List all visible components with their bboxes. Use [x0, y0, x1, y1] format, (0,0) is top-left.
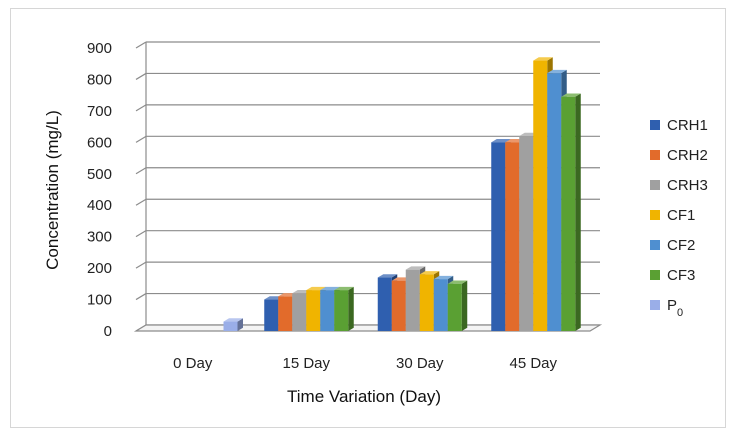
y-tick-label: 0	[104, 323, 112, 340]
legend-swatch	[650, 240, 660, 250]
bar-group	[491, 57, 581, 332]
bar	[561, 96, 576, 331]
bar	[491, 142, 506, 331]
gridline-depth	[135, 72, 147, 80]
legend-swatch	[650, 150, 660, 160]
bar-side	[237, 318, 243, 331]
x-tick-label: 0 Day	[173, 355, 213, 372]
x-tick-labels: 0 Day 15 Day 30 Day 45 Day	[173, 355, 557, 372]
bar-side	[461, 280, 468, 331]
legend-label: CF2	[667, 237, 695, 254]
y-tick-label: 800	[87, 71, 112, 88]
bar	[433, 279, 448, 331]
bar-top	[433, 275, 454, 280]
bar	[447, 283, 462, 331]
gridline-depth	[135, 167, 147, 175]
bar-top	[223, 318, 243, 322]
y-tick-label: 600	[87, 134, 112, 151]
bar	[391, 280, 406, 331]
x-axis-title: Time Variation (Day)	[287, 387, 441, 406]
bar-group	[223, 318, 243, 331]
bar-groups	[223, 57, 581, 332]
legend: CRH1 CRH2 CRH3 CF1 CF2 CF3 P0	[650, 117, 708, 319]
legend-swatch	[650, 300, 660, 310]
gridline-depth	[135, 198, 147, 206]
gridline-depth	[135, 104, 147, 112]
y-axis-title: Concentration (mg/L)	[43, 110, 62, 270]
bar-group	[377, 266, 468, 331]
y-tick-label: 700	[87, 103, 112, 120]
bar	[278, 296, 293, 331]
gridline-depth	[135, 293, 147, 301]
legend-item: CF1	[650, 207, 695, 224]
x-tick-label: 45 Day	[509, 355, 557, 372]
legend-swatch	[650, 120, 660, 130]
bar-top	[533, 57, 553, 61]
bar-top	[561, 93, 581, 97]
legend-item: CF3	[650, 267, 695, 284]
legend-item: P0	[650, 297, 683, 319]
legend-label: P0	[667, 297, 683, 319]
bar	[377, 277, 392, 331]
bar-top	[405, 266, 426, 270]
bar	[320, 290, 335, 331]
legend-swatch	[650, 270, 660, 280]
legend-swatch	[650, 180, 660, 190]
legend-label: CRH2	[667, 147, 708, 164]
y-tick-label: 900	[87, 40, 112, 57]
bar	[334, 290, 349, 331]
y-tick-label: 100	[87, 292, 112, 309]
bar-top	[491, 139, 511, 143]
bar-side	[348, 286, 354, 331]
x-tick-label: 15 Day	[282, 355, 330, 372]
bar	[264, 299, 279, 331]
legend-label: CF3	[667, 267, 695, 284]
bar	[405, 269, 420, 331]
bar-top	[377, 274, 398, 278]
y-tick-label: 300	[87, 229, 112, 246]
bar	[547, 73, 562, 332]
legend-item: CRH3	[650, 177, 708, 194]
bar-top	[419, 271, 440, 275]
legend-swatch	[650, 210, 660, 220]
legend-label: CF1	[667, 207, 695, 224]
y-tick-label: 400	[87, 197, 112, 214]
legend-label: CRH1	[667, 117, 708, 134]
legend-item: CF2	[650, 237, 695, 254]
bar	[306, 290, 321, 331]
bar	[292, 293, 307, 331]
bar	[505, 142, 520, 331]
bar	[223, 321, 238, 331]
legend-label: CRH3	[667, 177, 708, 194]
bar-top	[306, 286, 326, 291]
gridline-depth	[135, 41, 147, 49]
bar	[519, 136, 534, 331]
gridline-depth	[135, 261, 147, 269]
bar-top	[547, 69, 567, 74]
bar-top	[447, 280, 468, 284]
bar-top	[334, 286, 354, 291]
gridline-depth	[135, 230, 147, 238]
legend-item: CRH1	[650, 117, 708, 134]
chart-frame	[10, 8, 726, 428]
bar	[533, 60, 548, 331]
bar-side	[575, 93, 581, 331]
y-tick-labels: 0 100 200 300 400 500 600 700 800 900	[87, 40, 112, 340]
gridline-depth	[135, 135, 147, 143]
legend-subscript: 0	[677, 307, 683, 319]
y-tick-label: 200	[87, 260, 112, 277]
bar	[419, 274, 434, 331]
bar-top	[320, 286, 340, 291]
y-tick-label: 500	[87, 166, 112, 183]
legend-item: CRH2	[650, 147, 708, 164]
bar-group	[264, 286, 354, 331]
x-tick-label: 30 Day	[396, 355, 444, 372]
